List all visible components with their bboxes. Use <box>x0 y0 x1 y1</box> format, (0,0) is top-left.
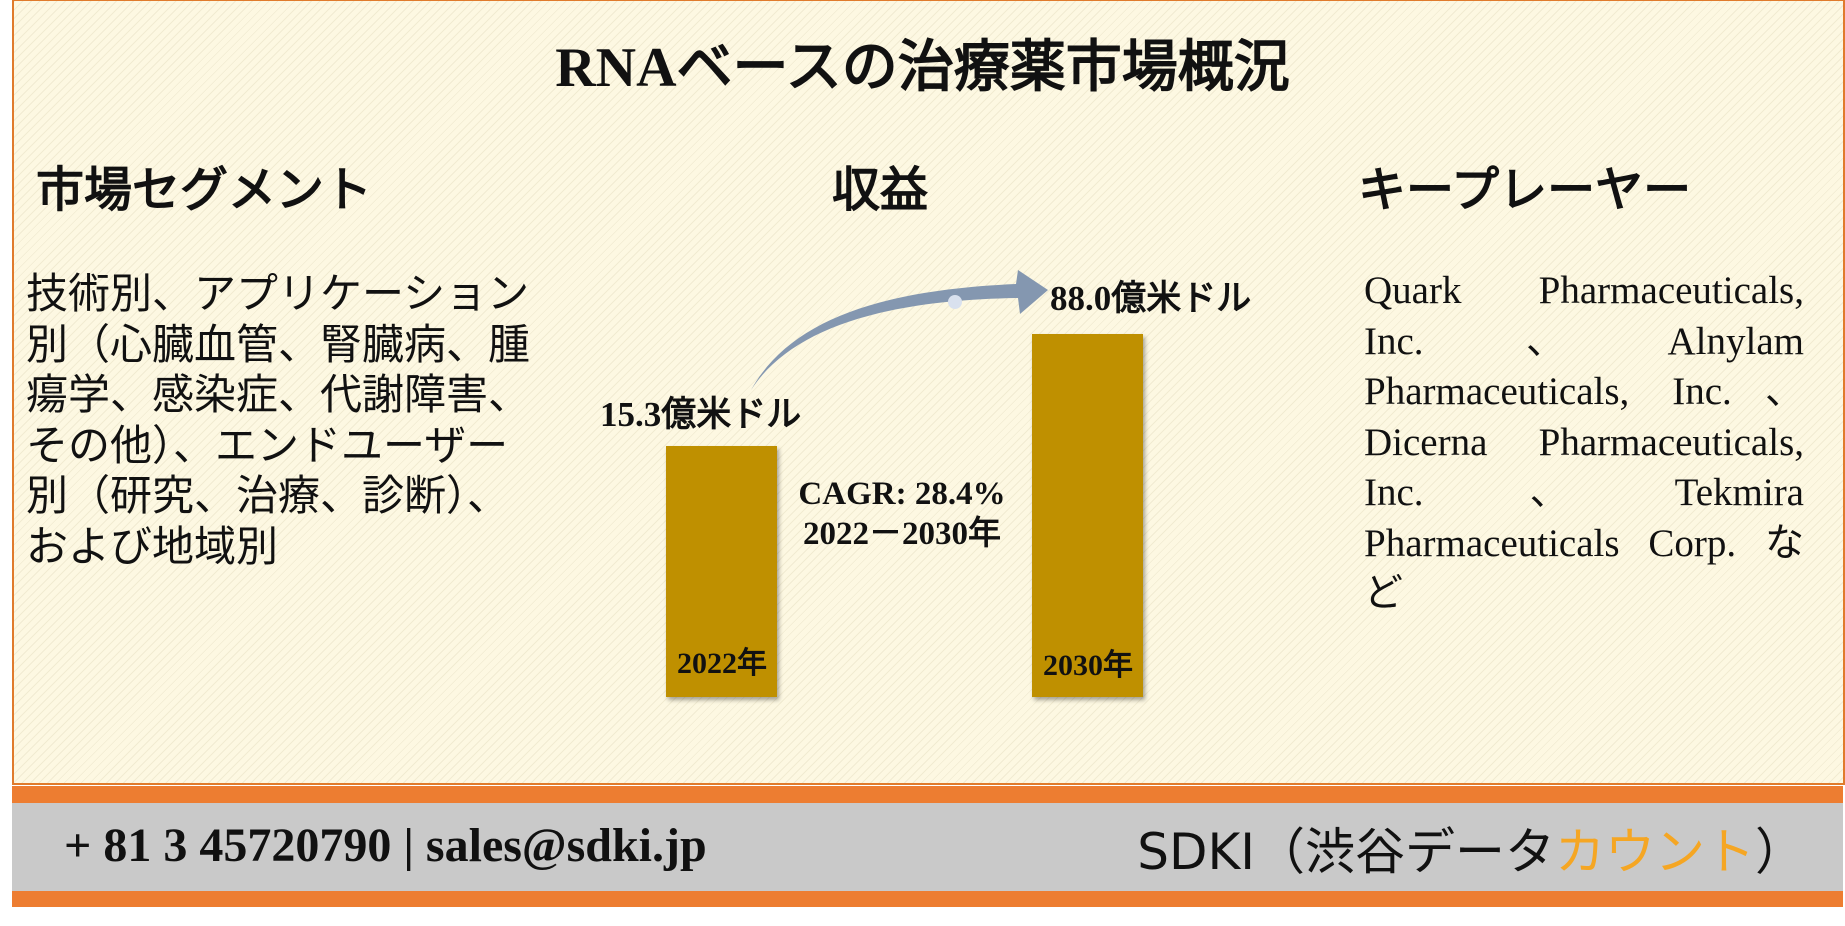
footer-band <box>12 803 1843 891</box>
arrow-dot <box>948 295 962 309</box>
page-title: RNAベースの治療薬市場概況 <box>555 37 1290 99</box>
players-text: Quark Pharmaceuticals, Inc.、Alnylam Phar… <box>1364 269 1804 615</box>
revenue-heading: 収益 <box>832 164 929 217</box>
footer-stripe <box>12 786 1843 803</box>
start-year: 2022年 <box>677 647 767 680</box>
contact: + 81 3 45720790 | sales@sdki.jp <box>64 819 707 872</box>
end-value: 88.0億米ドル <box>1050 279 1252 318</box>
segment-heading: 市場セグメント <box>36 164 373 217</box>
end-year: 2030年 <box>1043 649 1133 682</box>
company-name: SDKI（渋谷データ <box>1137 823 1555 881</box>
company-highlight: カウント <box>1555 823 1755 881</box>
growth-arrow <box>751 270 1048 390</box>
footer-stripe <box>12 891 1843 907</box>
segment-text: 技術別、アプリケーション別（心臓血管、腎臓病、腫瘍学、感染症、代謝障害、その他）… <box>26 272 531 571</box>
start-value: 15.3億米ドル <box>600 395 802 434</box>
period: 2022－2030年 <box>803 516 1001 552</box>
company: SDKI（渋谷データカウント） <box>1137 812 1805 884</box>
content-panel <box>12 0 1845 785</box>
cagr: CAGR: 28.4% <box>798 476 1006 512</box>
players-heading: キープレーヤー <box>1358 164 1692 217</box>
bar-2022 <box>666 446 777 697</box>
company-end: ） <box>1755 823 1805 881</box>
bar-2030 <box>1032 334 1143 697</box>
